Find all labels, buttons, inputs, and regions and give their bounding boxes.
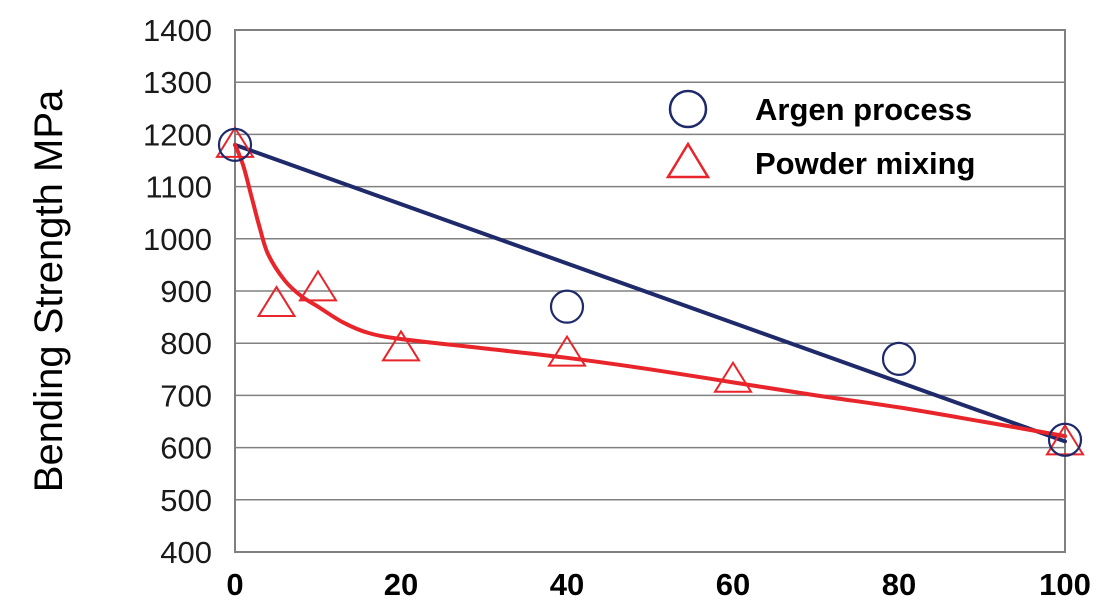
y-tick-label: 400 <box>160 535 212 570</box>
data-point-argen-process <box>217 127 253 162</box>
trend-line-argen-process <box>233 142 1067 444</box>
data-point-powder-mixing <box>256 285 297 318</box>
y-tick-label: 800 <box>160 326 212 361</box>
trend-lines <box>233 142 1067 444</box>
y-tick-label: 500 <box>160 483 212 518</box>
data-point-argen-process <box>1047 422 1083 457</box>
x-tick-label: 60 <box>716 567 750 602</box>
x-tick-label: 20 <box>384 567 418 602</box>
legend-label: Powder mixing <box>755 146 975 181</box>
legend: Argen process Powder mixing <box>665 89 975 181</box>
legend-marker-triangle <box>665 141 711 179</box>
data-point-powder-mixing <box>713 360 753 393</box>
y-tick-label: 1200 <box>143 117 212 152</box>
y-tick-label: 1100 <box>145 170 212 205</box>
x-tick-label: 40 <box>550 567 584 602</box>
legend-label: Argen process <box>755 92 972 127</box>
y-axis-tick-labels: 400 500 600 700 800 900 1000 1100 1200 1300 1400 <box>143 13 212 570</box>
legend-marker-circle <box>668 89 708 129</box>
data-point-argen-process <box>549 289 585 324</box>
data-markers <box>215 125 1085 457</box>
y-tick-label: 700 <box>160 378 212 413</box>
data-point-powder-mixing <box>1045 423 1085 456</box>
y-tick-label: 1300 <box>143 65 212 100</box>
plot-area-border <box>234 29 1066 553</box>
x-axis-tick-labels: 0 20 40 60 80 100 <box>226 567 1090 602</box>
data-point-powder-mixing <box>215 125 255 158</box>
y-tick-label: 900 <box>160 274 212 309</box>
y-axis-label: Bending Strength MPa <box>27 89 71 492</box>
y-tick-label: 1400 <box>143 13 212 48</box>
trend-line-powder-mixing <box>233 142 1067 439</box>
x-tick-label: 0 <box>226 567 243 602</box>
data-point-powder-mixing <box>298 269 338 302</box>
data-point-powder-mixing <box>381 329 421 362</box>
y-tick-label: 600 <box>160 431 212 466</box>
y-tick-label: 1000 <box>143 222 212 257</box>
data-point-powder-mixing <box>547 334 587 367</box>
legend-entry-argen-process: Argen process <box>668 89 972 129</box>
data-point-argen-process <box>881 341 917 376</box>
x-tick-label: 100 <box>1039 567 1091 602</box>
legend-entry-powder-mixing: Powder mixing <box>665 141 975 181</box>
x-tick-label: 80 <box>882 567 916 602</box>
